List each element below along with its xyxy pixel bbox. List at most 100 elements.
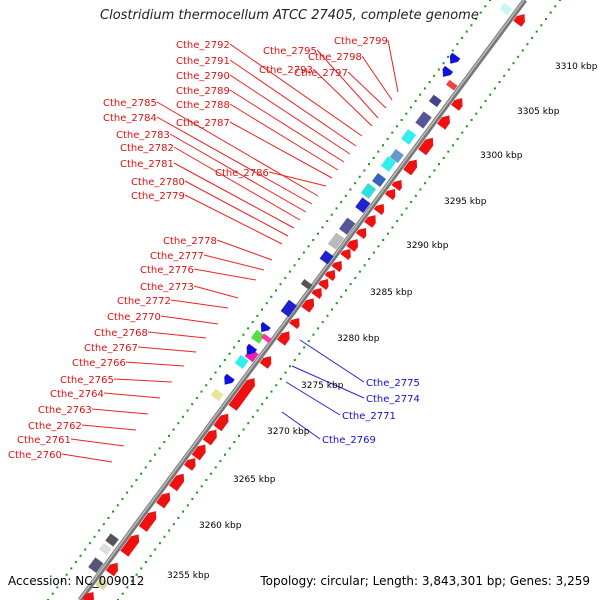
label-leader [387, 39, 399, 93]
track-dot [326, 220, 329, 223]
label-leader [193, 285, 239, 299]
label-leader [281, 411, 321, 440]
track-dot [88, 542, 91, 545]
gene-block [105, 533, 119, 547]
gene-arrow [82, 591, 94, 600]
track-dot [428, 81, 431, 84]
gene-label-forward: Cthe_2773 [140, 282, 194, 293]
track-dot [461, 131, 464, 134]
label-leader [184, 180, 289, 237]
backbone-highlight [78, 0, 525, 600]
gene-arrow [301, 298, 315, 313]
gene-label-reverse: Cthe_2774 [366, 394, 420, 405]
track-dot [163, 535, 166, 538]
track-dot [238, 434, 240, 437]
label-leader [169, 133, 307, 213]
label-leader [268, 171, 327, 187]
track-dot [144, 561, 147, 564]
gene-label-forward: Cthe_2786 [215, 168, 269, 179]
label-leader [173, 146, 301, 221]
gene-arrow [184, 458, 196, 471]
label-leader [203, 254, 265, 271]
gene-arrow-reverse [246, 343, 257, 355]
gene-block-group [418, 137, 434, 156]
track-dot [354, 182, 357, 185]
track-dot [168, 529, 171, 532]
track-dot [349, 188, 352, 191]
track-dot [414, 100, 417, 103]
track-dot [545, 17, 547, 20]
track-dot [265, 302, 268, 305]
track-dot [247, 422, 250, 425]
track-dot [191, 497, 194, 500]
track-dot [400, 213, 403, 216]
gene-arrow [373, 203, 385, 215]
track-dot [233, 346, 236, 349]
gene-block-group [380, 156, 397, 172]
track-dot [98, 529, 101, 532]
track-dot [154, 453, 156, 456]
gene-block-group [168, 473, 185, 492]
gene-block-group [213, 413, 229, 432]
track-dot [405, 207, 408, 210]
track-dot [447, 55, 450, 58]
track-dot [363, 169, 366, 172]
gene-block [88, 557, 104, 573]
gene-block-group [202, 429, 217, 446]
track-dot [205, 479, 208, 481]
gene-block-group [311, 287, 322, 299]
track-dot [126, 491, 129, 494]
gene-block [250, 329, 265, 344]
gene-block-group [191, 444, 206, 461]
label-leader [229, 59, 357, 147]
track-dot [414, 194, 417, 197]
label-leader [216, 239, 273, 261]
label-leader [291, 365, 365, 399]
gene-arrow [346, 239, 359, 252]
gene-label-forward: Cthe_2782 [120, 143, 174, 154]
track-dot [149, 460, 152, 463]
label-leader [91, 408, 149, 415]
track-dot [224, 453, 226, 456]
gene-arrow [318, 278, 329, 290]
gene-arrow [259, 356, 272, 369]
track-dot [335, 302, 338, 305]
track-dot [209, 377, 212, 380]
label-leader [229, 121, 333, 179]
gene-block-group [331, 260, 342, 272]
track-dot [526, 43, 529, 46]
track-dot [424, 182, 427, 185]
gene-block-group [499, 2, 513, 16]
gene-block [372, 173, 386, 187]
track-dot [172, 523, 175, 526]
track-dot [531, 36, 534, 39]
track-dot [228, 447, 231, 450]
tick-labels: 3255 kbp 3260 kbp 3265 kbp 3270 kbp 3275 kbp… [167, 62, 598, 581]
gene-block-group [156, 492, 171, 509]
label-leader [347, 71, 387, 109]
track-dot [121, 592, 124, 595]
gene-label-forward: Cthe_2779 [131, 191, 185, 202]
track-dot [177, 422, 180, 425]
gene-arrow [276, 331, 290, 346]
gene-arrow [437, 115, 450, 130]
gene-block-group [327, 232, 345, 250]
label-leader [113, 378, 173, 383]
track-dot [284, 276, 287, 279]
track-dot [330, 213, 333, 216]
label-leader [137, 346, 197, 353]
gene-label-forward: Cthe_2763 [38, 405, 92, 416]
track-dot [186, 504, 189, 507]
track-dot [140, 472, 143, 475]
label-leader [316, 49, 379, 119]
track-dot [298, 257, 301, 260]
track-dot [475, 17, 477, 20]
track-dot [316, 232, 319, 235]
track-dot [391, 131, 394, 134]
gene-labels: Cthe_2799 Cthe_2798 Cthe_2797 Cthe_2795 Cthe… [8, 36, 420, 461]
track-dot [102, 523, 105, 526]
gene-block-group [451, 98, 463, 111]
gene-label-forward: Cthe_2783 [116, 130, 170, 141]
gene-block [415, 111, 432, 129]
gene-block-group [415, 111, 432, 129]
